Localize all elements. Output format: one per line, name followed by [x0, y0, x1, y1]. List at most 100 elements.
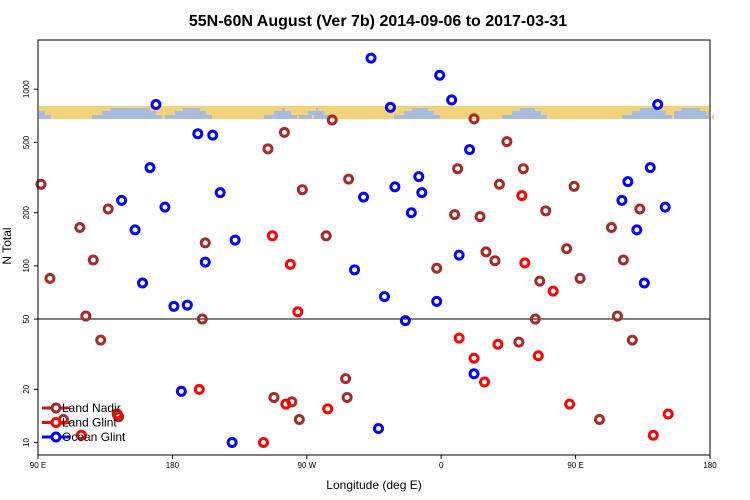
x-tick-label: 180 [703, 461, 717, 470]
map-land [318, 107, 412, 111]
land-nadir-legend-label: Land Nadir [62, 401, 121, 415]
land-nadir-point [626, 334, 638, 346]
x-tick-label: 0 [439, 461, 444, 470]
map-land [434, 111, 512, 115]
world-map-strip [39, 106, 714, 119]
land-nadir-point [574, 272, 586, 284]
land-nadir-point [513, 336, 525, 348]
land-nadir-point [561, 243, 573, 255]
land-nadir-point [102, 203, 114, 215]
map-land [291, 111, 308, 115]
land-glint-point [519, 257, 531, 269]
ocean-glint-point [384, 101, 396, 113]
ocean-glint-point [464, 144, 476, 156]
map-land [51, 115, 92, 119]
land-glint-point [516, 190, 528, 202]
map-land [297, 115, 299, 119]
ocean-glint-legend-marker [50, 431, 62, 443]
land-nadir-point [340, 373, 352, 385]
map-land [660, 107, 682, 111]
land-nadir-point [80, 310, 92, 322]
ocean-glint-point [349, 264, 361, 276]
y-tick-label: 50 [22, 314, 31, 323]
map-land [200, 107, 282, 111]
land-nadir-point [517, 163, 529, 175]
map-land [306, 111, 308, 115]
ocean-glint-point [181, 299, 193, 311]
ocean-glint-point [616, 194, 628, 206]
ocean-glint-point [659, 201, 671, 213]
x-axis: 90 E 180 90 W 0 90 E 180 [30, 455, 717, 470]
land-glint-point [111, 408, 123, 420]
land-nadir-point [95, 334, 107, 346]
ocean-glint-point [144, 162, 156, 174]
land-glint-point [479, 376, 491, 388]
land-glint-point [662, 408, 674, 420]
land-nadir-point [268, 391, 280, 403]
land-nadir-point [278, 126, 290, 138]
land-glint-point [453, 332, 465, 344]
land-nadir-point [493, 178, 505, 190]
map-land [666, 111, 674, 115]
land-nadir-point [452, 163, 464, 175]
land-glint-point [292, 306, 304, 318]
map-land [672, 115, 674, 119]
land-glint-legend-label: Land Glint [62, 416, 117, 430]
ocean-glint-point [116, 194, 128, 206]
land-nadir-point [449, 209, 461, 221]
ocean-glint-point [159, 201, 171, 213]
ocean-glint-point [137, 277, 149, 289]
ocean-glint-point [652, 98, 664, 110]
land-nadir-point [617, 254, 629, 266]
ocean-glint-point [192, 128, 204, 140]
land-nadir-point [501, 136, 513, 148]
land-nadir-point [320, 230, 332, 242]
ocean-glint-point [389, 181, 401, 193]
land-glint-legend-marker [50, 417, 62, 428]
ocean-glint-point [644, 162, 656, 174]
map-land [547, 115, 622, 119]
map-land [535, 107, 640, 111]
map-land [156, 111, 175, 115]
ocean-glint-point [453, 249, 465, 261]
map-land [300, 107, 302, 111]
x-tick-label: 180 [166, 461, 180, 470]
y-axis: 10 20 50 100 200 500 1000 [22, 80, 38, 447]
land-nadir-point [529, 313, 541, 325]
ocean-glint-point [168, 300, 180, 312]
land-nadir-point [534, 275, 546, 287]
map-land [706, 111, 708, 115]
map-land [312, 115, 314, 119]
plot-area-frame [37, 39, 711, 456]
land-nadir-point [431, 262, 443, 274]
land-glint-point [75, 429, 87, 441]
map-land [700, 107, 709, 111]
x-axis-label: Longitude (deg E) [326, 478, 421, 492]
ocean-glint-point [207, 129, 219, 141]
land-nadir-point [87, 254, 99, 266]
ocean-glint-point [638, 277, 650, 289]
ocean-glint-point [399, 315, 411, 327]
map-land [162, 115, 165, 119]
land-nadir-point [593, 414, 605, 426]
map-top-edge [39, 106, 709, 108]
land-nadir-point [196, 313, 208, 325]
ocean-glint-point [226, 437, 238, 449]
land-nadir-point [480, 246, 492, 258]
map-land [212, 115, 264, 119]
y-axis-label: N Total [0, 227, 14, 264]
ocean-glint-point [416, 187, 428, 199]
land-glint-point [284, 258, 296, 270]
land-nadir-point [611, 310, 623, 322]
land-nadir-point [293, 414, 305, 426]
land-nadir-point [474, 211, 486, 223]
map-land [541, 111, 632, 115]
y-tick-label: 20 [22, 384, 31, 393]
y-tick-label: 10 [22, 438, 31, 447]
chart-title: 55N-60N August (Ver 7b) 2014-09-06 to 20… [189, 13, 567, 30]
land-nadir-point [326, 114, 338, 126]
land-nadir-point [343, 173, 355, 185]
ocean-glint-point [468, 368, 480, 380]
land-nadir-point [540, 205, 552, 217]
